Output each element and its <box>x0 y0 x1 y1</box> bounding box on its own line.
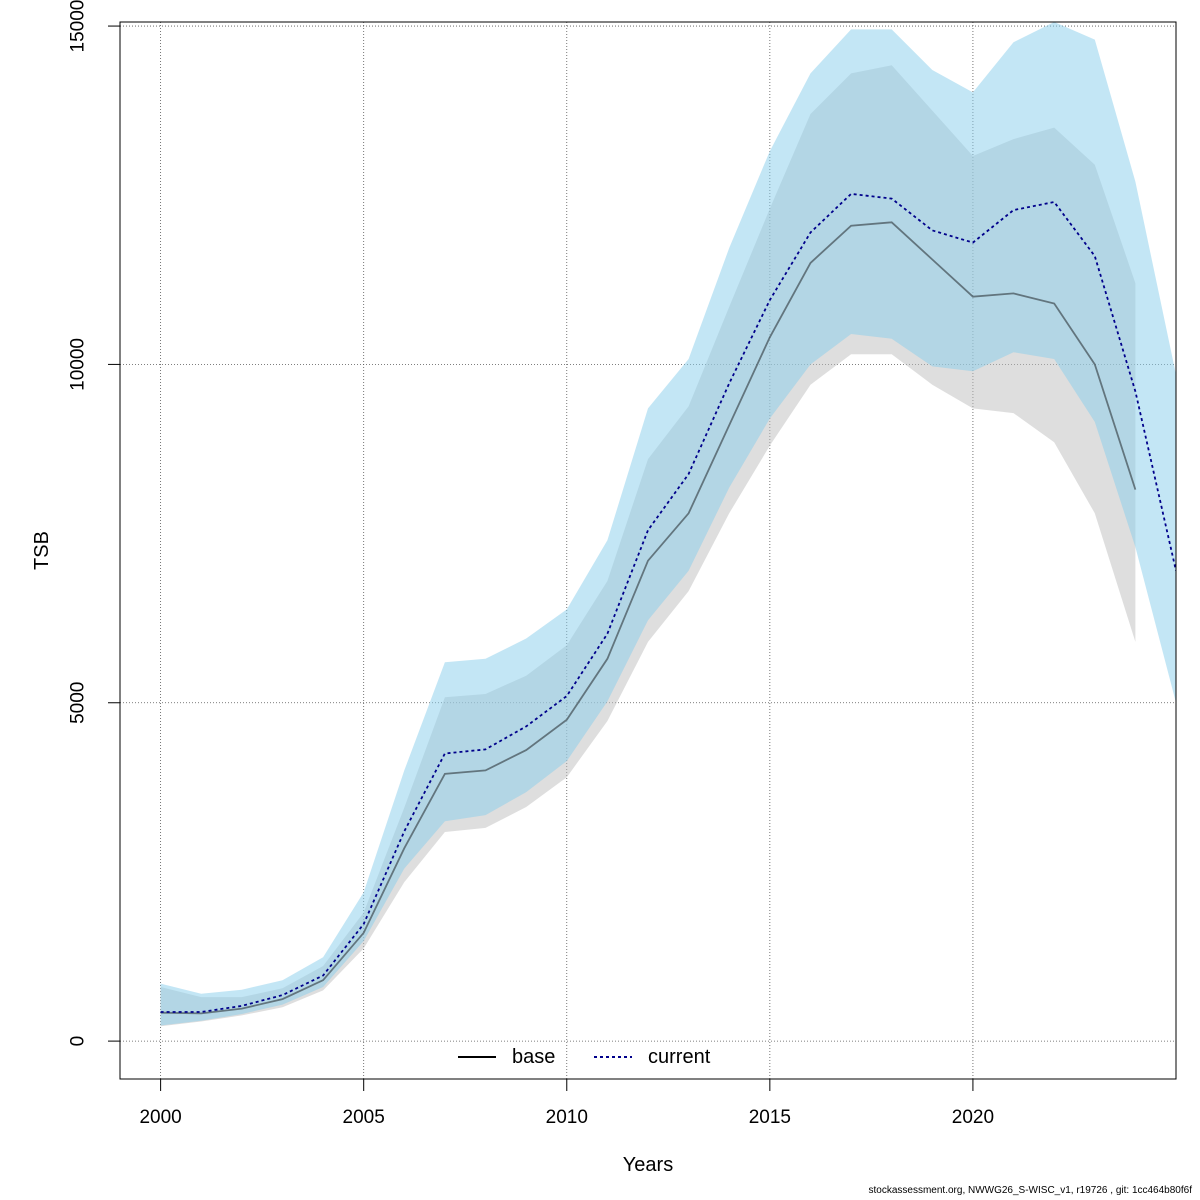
x-axis-label: Years <box>623 1154 673 1176</box>
x-tick-label-2010: 2010 <box>546 1107 588 1128</box>
x-tick-label-2000: 2000 <box>139 1107 181 1128</box>
legend-label-base: base <box>512 1046 555 1068</box>
line-current <box>160 192 1176 1013</box>
legend: base current <box>458 1046 711 1068</box>
grid-lines <box>120 22 1176 1079</box>
x-axis: 2000 2005 2010 2015 2020 <box>139 1078 994 1128</box>
y-axis: 0 5000 10000 15000 <box>68 0 120 1047</box>
band-current <box>160 22 1176 1026</box>
y-tick-label-15000: 15000 <box>68 0 89 52</box>
y-tick-label-5000: 5000 <box>68 682 89 724</box>
footer-credit: stockassessment.org, NWWG26_S-WISC_v1, r… <box>868 1185 1192 1196</box>
y-tick-label-10000: 10000 <box>68 338 89 391</box>
line-base <box>160 221 1137 1015</box>
x-tick-label-2020: 2020 <box>952 1107 994 1128</box>
x-tick-label-2015: 2015 <box>749 1107 791 1128</box>
y-axis-label: TSB <box>31 531 53 570</box>
y-tick-label-0: 0 <box>68 1036 89 1047</box>
confidence-bands <box>160 22 1176 1027</box>
x-tick-label-2005: 2005 <box>343 1107 385 1128</box>
legend-label-current: current <box>648 1046 711 1068</box>
series-lines <box>160 192 1176 1015</box>
